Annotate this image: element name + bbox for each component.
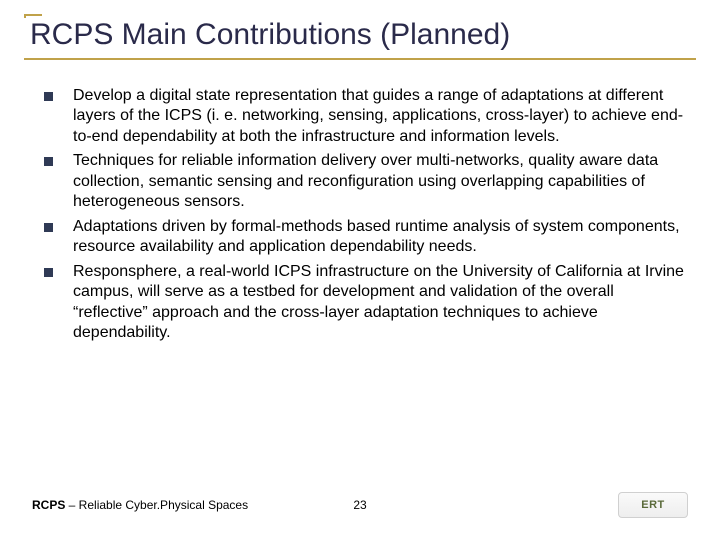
footer: RCPS – Reliable Cyber.Physical Spaces 23…	[32, 492, 688, 518]
bullet-item: Adaptations driven by formal-methods bas…	[44, 217, 684, 258]
title-rule: RCPS Main Contributions (Planned)	[24, 18, 696, 60]
slide-title: RCPS Main Contributions (Planned)	[24, 18, 696, 52]
bullet-text: Adaptations driven by formal-methods bas…	[73, 217, 684, 258]
page-number: 23	[353, 498, 366, 512]
bullet-text: Responsphere, a real-world ICPS infrastr…	[73, 262, 684, 344]
ert-logo: ERT	[618, 492, 688, 518]
body-content: Develop a digital state representation t…	[44, 86, 684, 348]
bullet-item: Responsphere, a real-world ICPS infrastr…	[44, 262, 684, 344]
bullet-item: Techniques for reliable information deli…	[44, 151, 684, 212]
bullet-item: Develop a digital state representation t…	[44, 86, 684, 147]
title-block: RCPS Main Contributions (Planned)	[24, 18, 696, 60]
footer-expansion: – Reliable Cyber.Physical Spaces	[65, 498, 248, 512]
square-bullet-icon	[44, 268, 53, 277]
footer-acronym: RCPS	[32, 498, 65, 512]
square-bullet-icon	[44, 157, 53, 166]
square-bullet-icon	[44, 223, 53, 232]
ert-logo-text: ERT	[641, 499, 665, 511]
bullet-text: Develop a digital state representation t…	[73, 86, 684, 147]
square-bullet-icon	[44, 92, 53, 101]
bullet-text: Techniques for reliable information deli…	[73, 151, 684, 212]
title-corner-accent	[24, 14, 42, 18]
slide: RCPS Main Contributions (Planned) Develo…	[0, 0, 720, 540]
footer-left-text: RCPS – Reliable Cyber.Physical Spaces	[32, 498, 248, 512]
